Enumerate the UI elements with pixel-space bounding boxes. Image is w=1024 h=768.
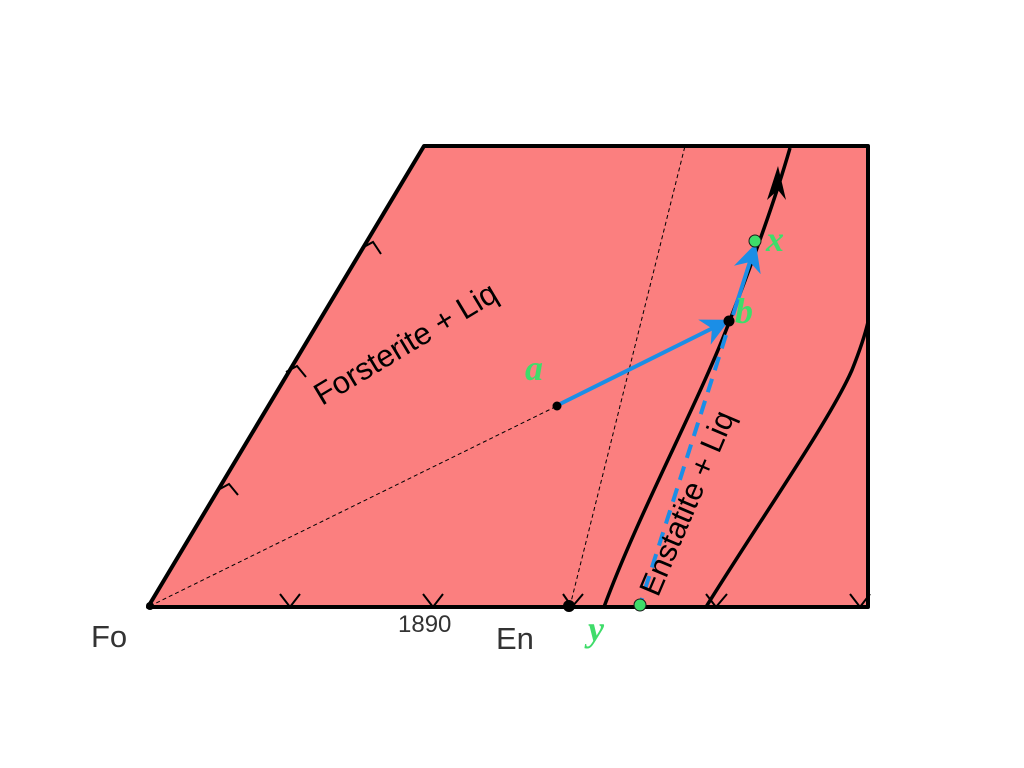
en-point xyxy=(563,600,575,612)
right-boundary-curve xyxy=(704,321,870,608)
fo-to-a-guide-line xyxy=(149,405,558,607)
fo-label: Fo xyxy=(91,619,127,654)
fo-point xyxy=(146,602,154,610)
point-x-label: x xyxy=(765,219,784,259)
liquidus-field-region xyxy=(146,144,870,609)
point-b-marker xyxy=(723,315,735,327)
point-b-label: b xyxy=(735,291,753,331)
point-y-label: y xyxy=(584,609,605,649)
point-a-label: a xyxy=(525,348,543,388)
tangent-b-to-y-dashed xyxy=(638,334,728,606)
point-x-marker xyxy=(748,234,762,248)
temperature-1890-label: 1890 xyxy=(398,611,451,638)
point-y-marker xyxy=(633,598,647,612)
left-edge-ticks xyxy=(217,240,382,496)
en-guide-line xyxy=(569,145,686,607)
en-label: En xyxy=(496,621,534,656)
point-a-marker xyxy=(552,401,562,411)
base-edge-ticks xyxy=(279,593,871,609)
boundary-arrow-icon xyxy=(767,166,786,200)
path-a-to-b-arrow xyxy=(559,319,730,406)
path-b-to-x-arrow xyxy=(731,243,761,316)
